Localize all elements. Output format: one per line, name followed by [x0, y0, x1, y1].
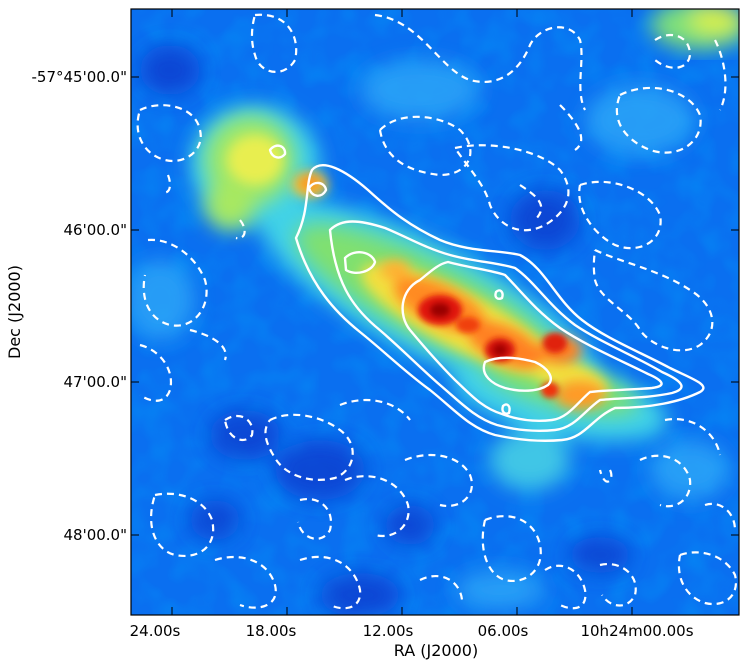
- solid-contours: [268, 144, 705, 442]
- y-tick-label: 48'00.0": [63, 526, 127, 544]
- contour-knot-3: [268, 144, 287, 159]
- y-tick-label: 47'00.0": [63, 373, 127, 391]
- contour-knot-2: [307, 181, 328, 197]
- contour-knot-4: [494, 289, 504, 300]
- x-tick-label: 18.00s: [246, 622, 297, 640]
- x-tick-label: 06.00s: [478, 622, 529, 640]
- tick-marks: [131, 9, 739, 615]
- contour-level-3: [401, 260, 663, 422]
- contour-level-4: [482, 356, 552, 392]
- y-tick-label: 46'00.0": [63, 221, 127, 239]
- x-tick-label: 10h24m00.00s: [580, 622, 693, 640]
- contour-knot-1: [343, 251, 377, 274]
- x-tick-label: 12.00s: [363, 622, 414, 640]
- y-axis-label: Dec (J2000): [5, 265, 24, 359]
- x-tick-label: 24.00s: [130, 622, 181, 640]
- x-axis-label: RA (J2000): [394, 641, 478, 660]
- plot-frame: [130, 8, 740, 616]
- contour-level-2: [328, 220, 683, 432]
- dashed-contours: [136, 13, 738, 610]
- heatmap-image: [131, 9, 739, 615]
- contour-level-1: [294, 164, 705, 442]
- contour-knot-5: [501, 403, 511, 415]
- y-tick-label: -57°45'00.0": [31, 68, 127, 86]
